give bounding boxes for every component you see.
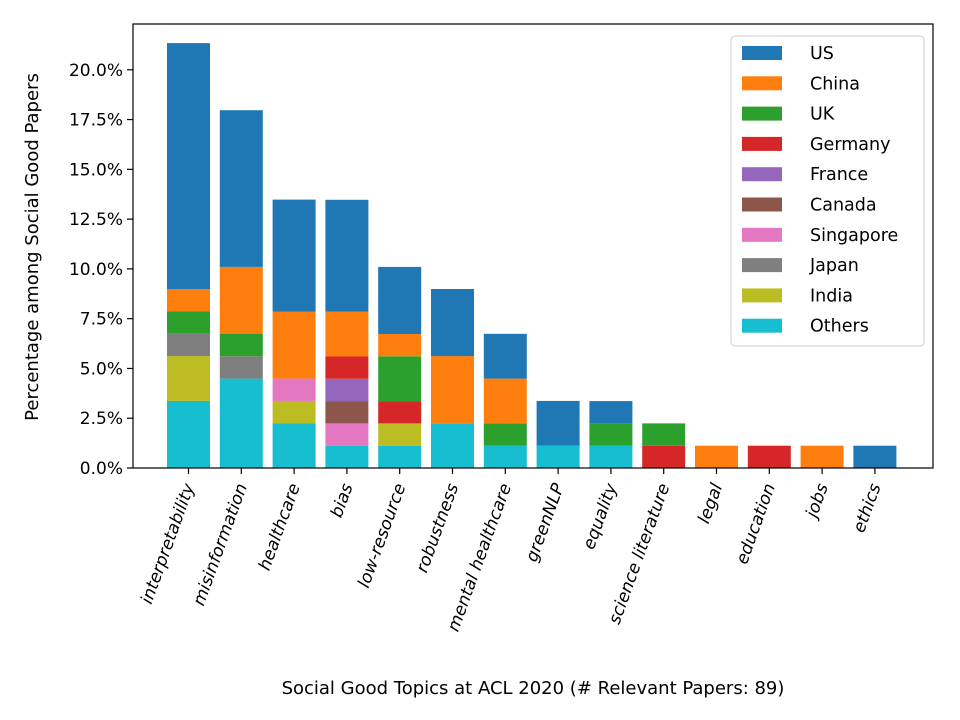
y-ticks: 0.0% 2.5% 5.0% 7.5% 10.0% 12.5% 15.0% 17.5% 20.0… xyxy=(69,61,133,479)
legend-swatch-uk xyxy=(742,106,782,121)
bar-segment-mental-healthcare-china xyxy=(483,378,527,424)
bar-segment-greenNLP-us xyxy=(536,400,580,446)
bar-segment-bias-china xyxy=(325,311,369,357)
y-axis-label: Percentage among Social Good Papers xyxy=(22,73,43,421)
x-tick-label: robustness xyxy=(412,481,463,576)
legend-label-india: India xyxy=(810,286,853,306)
legend-swatch-us xyxy=(742,46,782,60)
bar-segment-bias-france xyxy=(325,378,369,402)
legend-label-france: France xyxy=(810,165,868,185)
bar-segment-equality-us xyxy=(589,401,633,424)
legend-swatch-canada xyxy=(742,197,782,212)
y-tick-label: 20.0% xyxy=(69,61,123,81)
legend-swatch-germany xyxy=(742,136,782,151)
legend-label-germany: Germany xyxy=(810,135,890,155)
y-tick-label: 5.0% xyxy=(80,359,123,379)
legend-label-uk: UK xyxy=(810,105,835,125)
bar-segment-mental-healthcare-uk xyxy=(483,423,527,446)
x-tick-label: healthcare xyxy=(255,481,305,573)
bar-segment-bias-germany xyxy=(325,356,369,379)
y-tick-label: 2.5% xyxy=(80,409,123,429)
legend-swatch-india xyxy=(742,288,782,303)
y-tick-label: 12.5% xyxy=(69,210,123,230)
bar-segment-bias-singapore xyxy=(325,423,369,446)
bar-segment-greenNLP-others xyxy=(536,445,580,468)
bar-segment-interpretability-japan xyxy=(167,333,210,357)
bar-segment-low-resource-us xyxy=(378,266,422,335)
x-axis-label: Social Good Topics at ACL 2020 (# Releva… xyxy=(282,678,785,699)
bar-segment-bias-canada xyxy=(325,401,369,424)
axes-frame xyxy=(132,23,934,469)
bar-segment-interpretability-others xyxy=(167,400,210,468)
bar-segment-healthcare-india xyxy=(272,400,316,424)
legend-label-china: China xyxy=(810,74,860,94)
x-tick-label: equality xyxy=(579,480,622,552)
bar-segment-interpretability-us xyxy=(167,43,210,290)
bar-segment-robustness-china xyxy=(431,356,474,424)
y-tick-label: 15.0% xyxy=(69,160,123,180)
x-tick-label: education xyxy=(732,481,780,567)
bar-segment-mental-healthcare-others xyxy=(483,445,527,468)
bar-segment-legal-china xyxy=(695,445,738,468)
legend-swatch-singapore xyxy=(742,227,782,242)
bar-segment-misinformation-china xyxy=(219,266,263,335)
legend-swatch-china xyxy=(742,76,782,91)
bar-segment-jobs-china xyxy=(800,445,844,468)
x-tick-label: ethics xyxy=(849,481,885,536)
bar-segment-misinformation-uk xyxy=(219,334,263,357)
bars-layer xyxy=(167,43,897,468)
legend-label-singapore: Singapore xyxy=(810,226,898,246)
y-tick-label: 17.5% xyxy=(69,111,123,131)
x-tick-label: jobs xyxy=(801,481,832,523)
y-tick-label: 7.5% xyxy=(80,310,123,330)
bar-segment-misinformation-us xyxy=(219,110,263,267)
bar-segment-bias-us xyxy=(325,199,369,312)
bar-segment-education-germany xyxy=(747,445,791,468)
bar-segment-low-resource-germany xyxy=(378,401,422,424)
legend-label-others: Others xyxy=(810,317,869,337)
bar-segment-healthcare-others xyxy=(272,423,316,468)
bar-segment-low-resource-china xyxy=(378,334,422,357)
bar-segment-mental-healthcare-us xyxy=(483,333,527,379)
x-tick-label: low-resource xyxy=(354,481,410,591)
bar-segment-misinformation-others xyxy=(219,378,263,468)
y-tick-label: 10.0% xyxy=(69,260,123,280)
legend-swatch-japan xyxy=(742,258,782,273)
bar-segment-equality-uk xyxy=(589,423,633,446)
legend-label-canada: Canada xyxy=(810,196,877,216)
bar-segment-low-resource-uk xyxy=(378,356,422,402)
legend-label-japan: Japan xyxy=(809,256,859,276)
bar-segment-healthcare-us xyxy=(272,199,316,312)
bar-segment-robustness-others xyxy=(431,423,474,468)
bar-segment-robustness-us xyxy=(431,289,474,357)
bar-segment-interpretability-india xyxy=(167,356,210,401)
bar-segment-misinformation-japan xyxy=(219,356,263,379)
x-tick-label: misinformation xyxy=(189,481,252,609)
legend-swatch-france xyxy=(742,167,782,182)
bar-segment-science-literature-uk xyxy=(642,423,686,446)
legend-label-us: US xyxy=(810,44,834,64)
legend-swatch-others xyxy=(742,318,782,333)
bar-segment-healthcare-singapore xyxy=(272,378,316,401)
x-tick-label: interpretability xyxy=(137,480,199,607)
bar-segment-low-resource-india xyxy=(378,423,422,446)
bar-segment-healthcare-china xyxy=(272,311,316,379)
bar-segment-equality-others xyxy=(589,445,633,468)
bar-segment-science-literature-germany xyxy=(642,445,686,468)
x-tick-label: bias xyxy=(327,481,358,521)
bar-segment-interpretability-uk xyxy=(167,311,210,334)
y-tick-label: 0.0% xyxy=(80,459,123,479)
bar-segment-interpretability-china xyxy=(167,289,210,312)
x-tick-label: legal xyxy=(694,481,727,527)
legend: US China UK Germany France Canada Singapore Jap… xyxy=(730,35,925,347)
x-tick-label: greenNLP xyxy=(522,480,569,565)
bar-segment-bias-others xyxy=(325,445,369,468)
bar-segment-low-resource-others xyxy=(378,445,422,468)
bar-segment-ethics-us xyxy=(853,445,897,468)
